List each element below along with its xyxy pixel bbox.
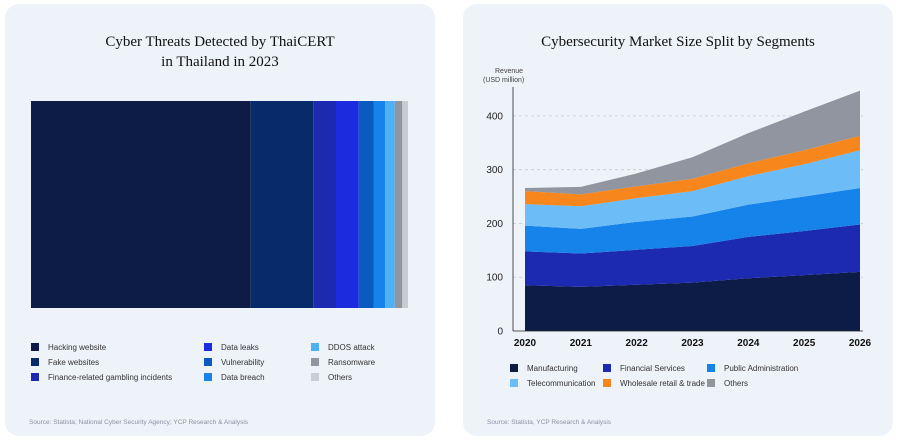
legend-label: Vulnerability <box>221 357 265 367</box>
legend-item-telecommunication: Telecommunication <box>510 377 595 389</box>
legend-item-others: Others <box>311 371 352 383</box>
area-financial-services <box>525 224 860 287</box>
market-size-legend: Manufacturing Financial Services Public Ad… <box>463 4 893 436</box>
y-tick-label-200: 200 <box>486 219 503 230</box>
legend-label: Data breach <box>221 372 265 382</box>
cyber-threats-title-line-1: Cyber Threats Detected by ThaiCERT <box>105 34 335 50</box>
legend-item-fake-websites: Fake websites <box>31 356 99 368</box>
market-size-source: Source: Statista, YCP Research & Analysi… <box>487 419 612 426</box>
legend-swatch <box>311 358 319 366</box>
legend-swatch <box>603 364 611 372</box>
legend-label: Data leaks <box>221 342 259 352</box>
legend-label: Manufacturing <box>527 363 578 373</box>
bar-segment-data-breach <box>373 101 386 308</box>
legend-swatch <box>204 343 212 351</box>
legend-label: Others <box>724 378 749 388</box>
legend-label: Ransomware <box>328 357 376 367</box>
y-tick-label-0: 0 <box>497 327 503 338</box>
market-size-title: Cybersecurity Market Size Split by Segme… <box>463 32 893 52</box>
legend-item-wholesale-retail-trade: Wholesale retail & trade <box>603 377 705 389</box>
x-tick-label-2022: 2022 <box>626 338 649 349</box>
bar-segment-others <box>402 101 408 308</box>
bar-segment-data-leaks <box>336 101 359 308</box>
cyber-threats-panel: Cyber Threats Detected by ThaiCERT in Th… <box>5 4 435 436</box>
x-tick-label-2023: 2023 <box>681 338 704 349</box>
legend-item-financial-services: Financial Services <box>603 362 685 374</box>
legend-swatch <box>707 379 715 387</box>
y-tick-label-100: 100 <box>486 273 503 284</box>
legend-swatch <box>204 358 212 366</box>
area-manufacturing <box>525 271 860 331</box>
legend-label: Public Administration <box>724 363 799 373</box>
legend-item-others: Others <box>707 377 748 389</box>
legend-label: Financial Services <box>620 363 685 373</box>
legend-swatch <box>311 343 319 351</box>
cyber-threats-title-line-2: in Thailand in 2023 <box>161 54 279 70</box>
cyber-threats-legend: Hacking website Fake websites Finance-rela… <box>5 4 435 436</box>
legend-swatch <box>603 379 611 387</box>
legend-swatch <box>204 373 212 381</box>
legend-label: Others <box>328 372 353 382</box>
legend-item-manufacturing: Manufacturing <box>510 362 578 374</box>
legend-item-ransomware: Ransomware <box>311 356 375 368</box>
legend-item-hacking-website: Hacking website <box>31 341 106 353</box>
legend-item-vulnerability: Vulnerability <box>204 356 264 368</box>
y-tick-label-400: 400 <box>486 111 503 122</box>
market-size-title-text: Cybersecurity Market Size Split by Segme… <box>541 34 815 50</box>
area-others <box>525 90 860 195</box>
cyber-threats-title: Cyber Threats Detected by ThaiCERT in Th… <box>5 32 435 72</box>
legend-swatch <box>31 358 39 366</box>
cyber-threats-source: Source: Statista; National Cyber Securit… <box>29 419 249 426</box>
bar-segment-hacking-website <box>31 101 251 308</box>
x-tick-label-2024: 2024 <box>737 338 760 349</box>
x-tick-label-2020: 2020 <box>514 338 537 349</box>
area-telecommunication <box>525 150 860 229</box>
legend-swatch <box>707 364 715 372</box>
area-public-administration <box>525 187 860 254</box>
legend-item-public-administration: Public Administration <box>707 362 798 374</box>
y-axis-label-line-2: (USD million) <box>483 77 524 84</box>
x-tick-label-2025: 2025 <box>793 338 816 349</box>
market-size-area-chart: 0 100 200 300 400 2020 2021 2022 2023 2024 2025 202… <box>483 68 872 349</box>
legend-item-finance-related-gambling-incidents: Finance-related gambling incidents <box>31 371 172 383</box>
legend-label: DDOS attack <box>328 342 375 352</box>
y-tick-label-300: 300 <box>486 165 503 176</box>
cyber-threats-bar-chart <box>31 101 408 308</box>
legend-item-data-leaks: Data leaks <box>204 341 259 353</box>
legend-label: Telecommunication <box>527 378 596 388</box>
legend-label: Finance-related gambling incidents <box>48 372 173 382</box>
y-axis-label-line-1: Revenue <box>495 68 523 75</box>
legend-swatch <box>31 373 39 381</box>
x-tick-label-2021: 2021 <box>570 338 593 349</box>
bar-segment-ransomware <box>394 101 403 308</box>
legend-label: Hacking website <box>48 342 107 352</box>
bar-segment-fake-websites <box>250 101 314 308</box>
legend-item-data-breach: Data breach <box>204 371 265 383</box>
legend-item-ddos-attack: DDOS attack <box>311 341 375 353</box>
legend-label: Fake websites <box>48 357 100 367</box>
bar-segment-finance-related-gambling-incidents <box>313 101 337 308</box>
legend-swatch <box>311 373 319 381</box>
legend-label: Wholesale retail & trade <box>620 378 705 388</box>
legend-swatch <box>31 343 39 351</box>
bar-segment-vulnerability <box>358 101 374 308</box>
bar-segment-ddos-attack <box>385 101 395 308</box>
area-wholesale-retail-trade <box>525 135 860 207</box>
legend-swatch <box>510 364 518 372</box>
legend-swatch <box>510 379 518 387</box>
market-size-panel: Cybersecurity Market Size Split by Segme… <box>463 4 893 436</box>
x-tick-label-2026: 2026 <box>849 338 872 349</box>
